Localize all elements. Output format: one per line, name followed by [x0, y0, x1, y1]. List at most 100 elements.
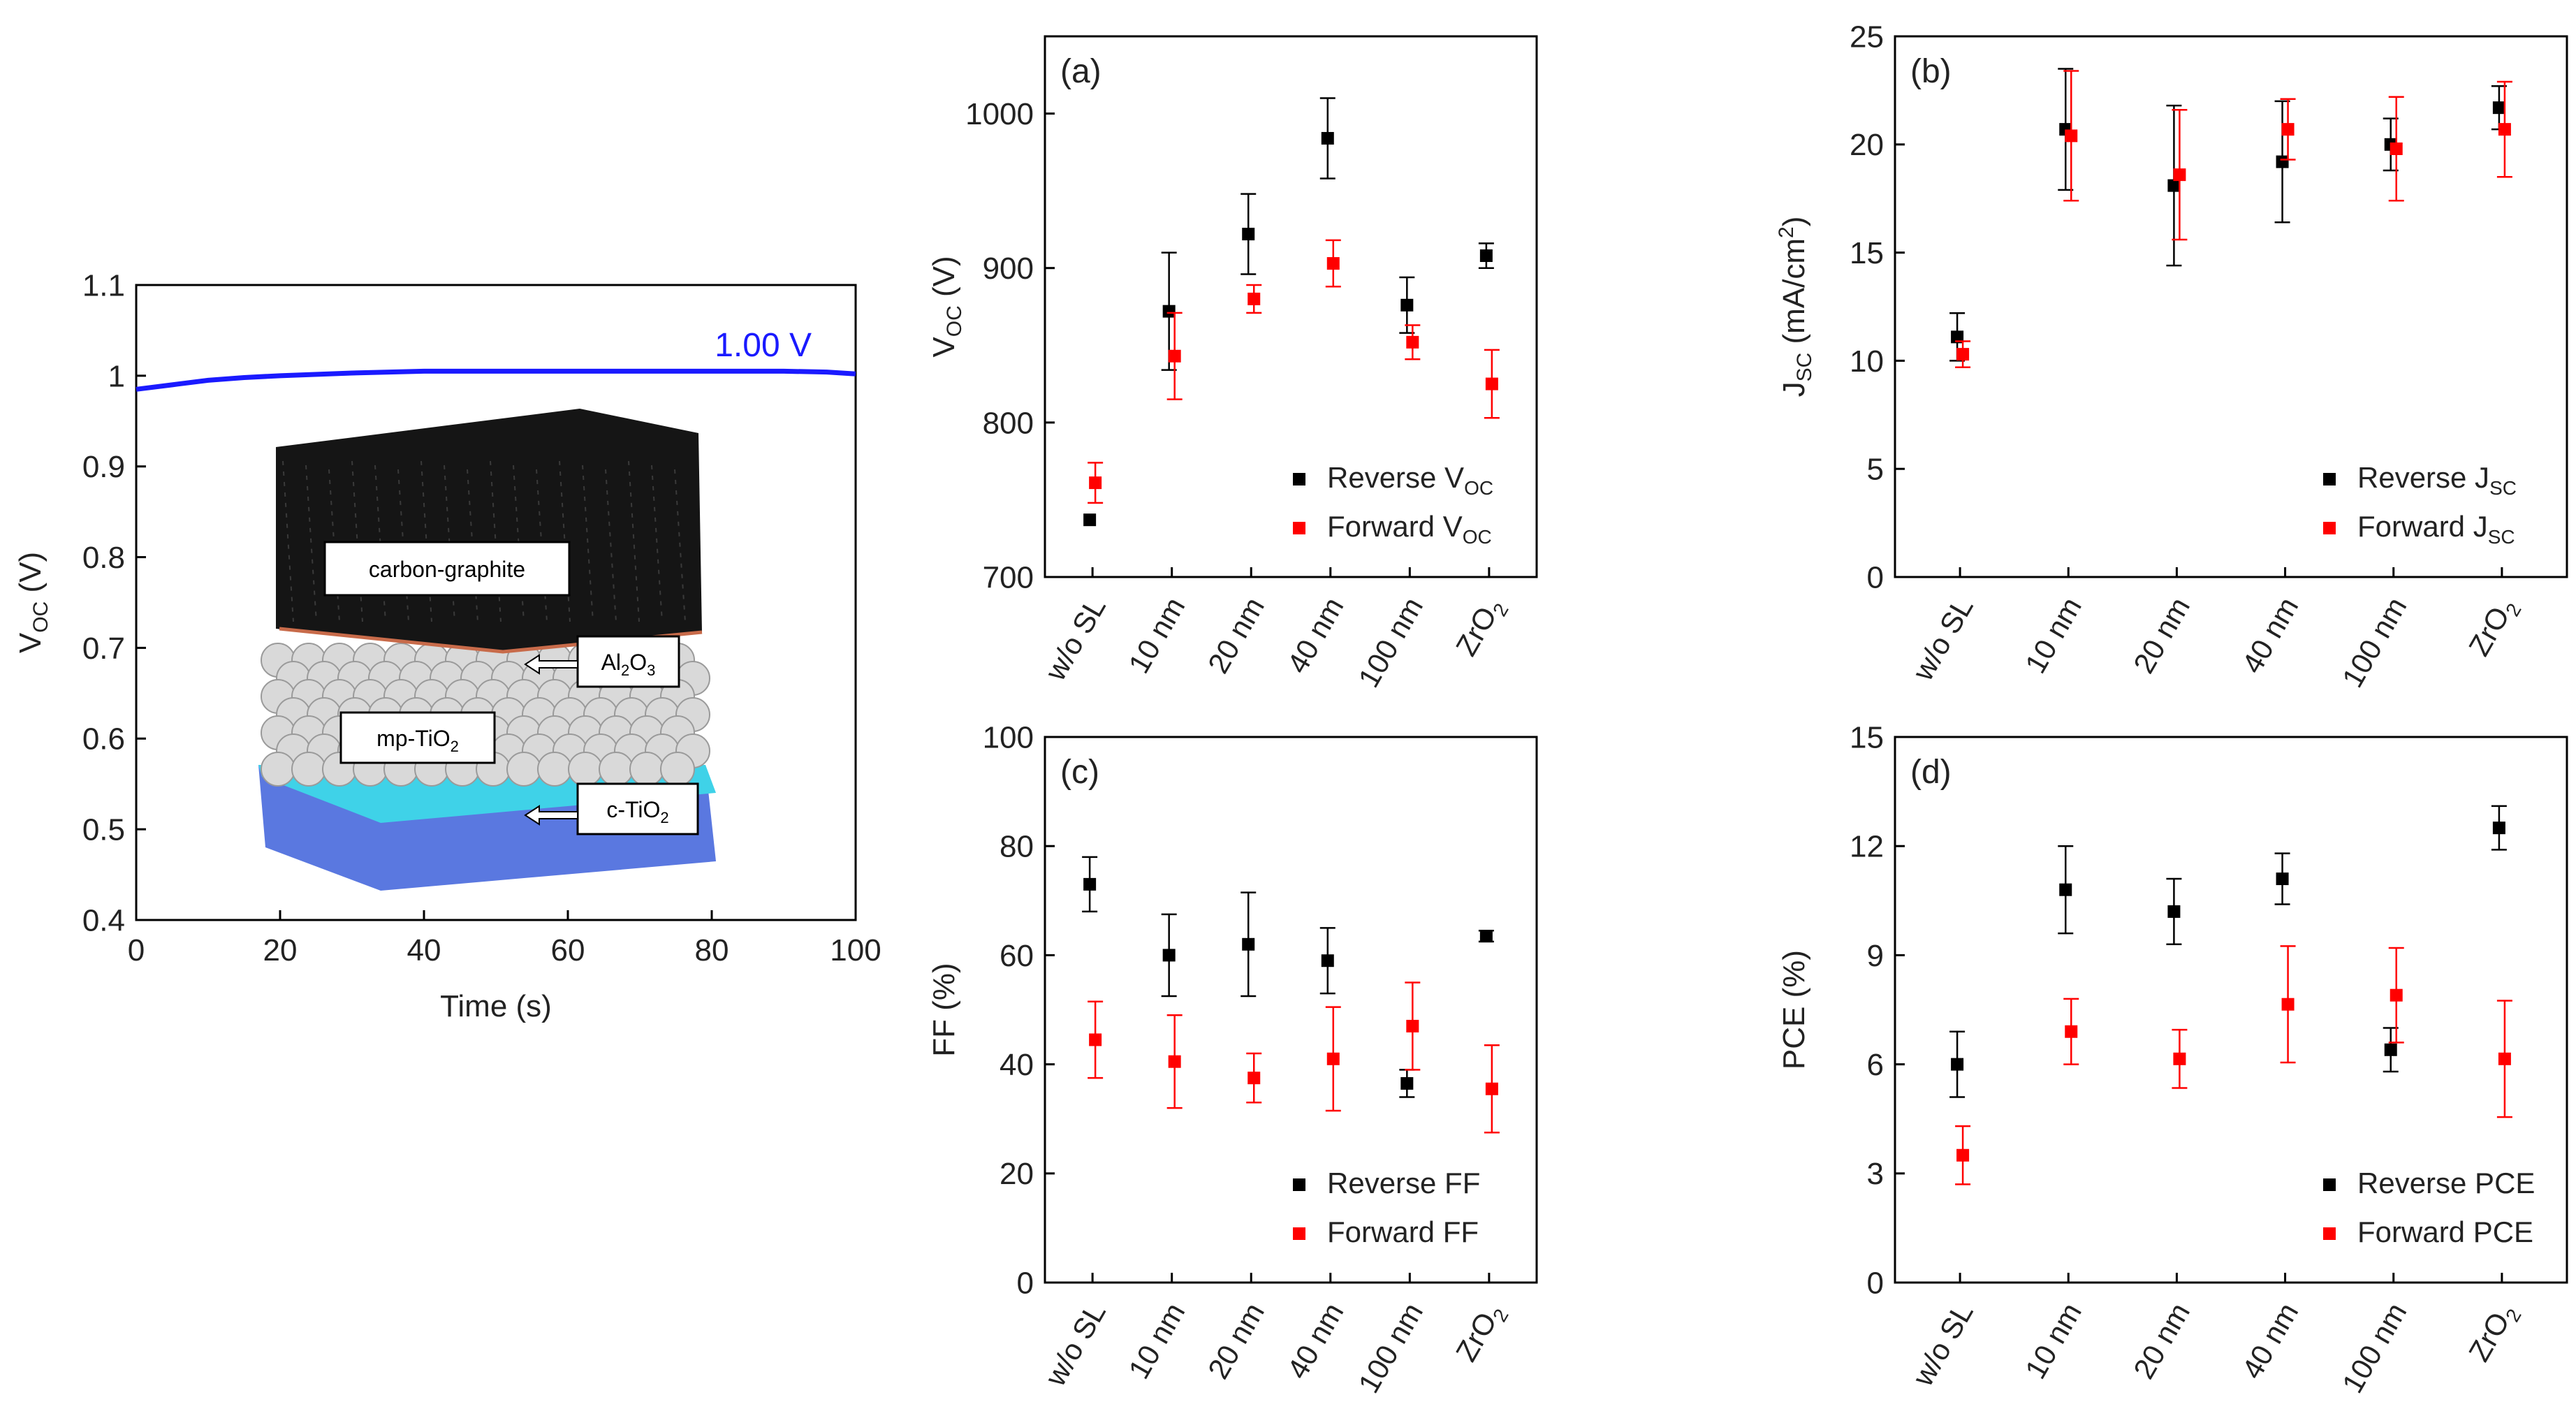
- legend-marker: [1293, 1227, 1305, 1240]
- y-axis-label: FF (%): [927, 963, 961, 1056]
- c-tio2-label-box: [576, 782, 699, 835]
- sphere: [629, 752, 664, 787]
- legend-marker: [1293, 473, 1305, 485]
- data-point: [1485, 1082, 1498, 1095]
- legend-label: Reverse FF: [1327, 1167, 1480, 1199]
- y-tick-label: 0.5: [82, 813, 125, 847]
- data-point: [1083, 513, 1097, 527]
- data-point: [2173, 1052, 2186, 1065]
- al2o3-arrow: [524, 654, 578, 675]
- x-tick-label: ZrO2: [1449, 1297, 1513, 1369]
- x-tick-label: 40 nm: [2235, 592, 2304, 679]
- data-point: [2492, 101, 2505, 115]
- y-tick-label: 0.7: [82, 631, 125, 666]
- plot-frame: [1894, 35, 2568, 578]
- legend-marker: [1293, 1178, 1305, 1191]
- series-forward: [1955, 70, 2512, 368]
- legend-label: Forward FF: [1327, 1215, 1479, 1248]
- panel-label: (a): [1060, 53, 1102, 90]
- carbon-texture: [674, 469, 686, 622]
- sphere: [568, 752, 603, 787]
- data-point: [1400, 298, 1414, 312]
- sphere: [599, 752, 634, 787]
- y-tick-label: 0.6: [82, 722, 125, 757]
- sphere: [660, 752, 695, 787]
- panel-b-chart: 0 5 10 15 20 25 w/o SL 10 nm 20 nm 40 nm 100 nm ZrO…: [1775, 20, 2568, 693]
- x-tick-label: w/o SL: [1039, 1297, 1112, 1392]
- y-tick-label: 5: [1867, 453, 1884, 487]
- x-tick-label: 10 nm: [1122, 592, 1191, 679]
- x-tick-label: 20 nm: [1201, 1297, 1271, 1385]
- y-tick-label: 1.1: [82, 268, 125, 302]
- data-point: [2281, 123, 2295, 136]
- data-point: [2498, 123, 2511, 136]
- data-point: [1479, 930, 1493, 943]
- x-tick-label: 100 nm: [2336, 1297, 2413, 1399]
- legend-marker: [2323, 1227, 2336, 1240]
- legend-marker: [2323, 522, 2336, 534]
- y-tick-label: 25: [1850, 20, 1884, 54]
- x-tick-label: 20 nm: [1201, 592, 1271, 679]
- data-point: [1242, 937, 1255, 951]
- x-tick-label: 10 nm: [1122, 1297, 1191, 1385]
- x-tick-label: w/o SL: [1039, 592, 1112, 687]
- data-point: [1326, 257, 1340, 270]
- series-forward: [1088, 239, 1500, 504]
- carbon-graphite-label: carbon-graphite: [369, 557, 525, 582]
- y-tick-label: 100: [983, 720, 1034, 754]
- data-point: [2492, 822, 2505, 835]
- voc-time-chart: 0.4 0.5 0.6 0.7 0.8 0.9 1 1.1 0 20 40 60 80 100 Time (…: [13, 268, 881, 1023]
- mp-tio2-label: mp-TiO2: [376, 726, 459, 755]
- legend-label: Forward JSC: [2357, 510, 2515, 548]
- series-forward: [1088, 981, 1500, 1134]
- data-point: [1406, 335, 1419, 349]
- data-point: [1089, 476, 1102, 490]
- data-point: [1247, 292, 1261, 305]
- series-reverse: [1949, 805, 2507, 1098]
- legend-label: Reverse JSC: [2357, 461, 2517, 499]
- legend-marker: [2323, 473, 2336, 485]
- device-inset: carbon-graphite Al2O3 mp-TiO2 c-TiO2: [258, 409, 716, 891]
- y-tick-label: 1: [108, 359, 125, 393]
- x-tick-label: 20 nm: [2127, 1297, 2196, 1385]
- data-point: [1951, 330, 1964, 344]
- y-tick-label: 1000: [965, 97, 1034, 131]
- y-tick-label: 10: [1850, 344, 1884, 379]
- c-tio2-label: c-TiO2: [606, 797, 668, 826]
- y-tick-label: 12: [1850, 830, 1884, 864]
- data-point: [1168, 1055, 1181, 1068]
- data-point: [1321, 954, 1334, 967]
- x-tick-label: w/o SL: [1905, 592, 1979, 687]
- x-tick-label: 100 nm: [1352, 1297, 1429, 1399]
- x-tick-label: 40: [407, 933, 441, 967]
- x-tick-label: 0: [128, 933, 145, 967]
- data-point: [2059, 883, 2072, 896]
- voc-value-annotation: 1.00 V: [715, 327, 812, 364]
- data-point: [2276, 155, 2289, 168]
- data-point: [1247, 1072, 1261, 1085]
- y-axis-label: VOC (V): [927, 256, 966, 357]
- data-point: [1485, 377, 1498, 390]
- legend-label: Reverse PCE: [2357, 1167, 2535, 1199]
- legend-marker: [2323, 1178, 2336, 1191]
- plot-frame: [1044, 736, 1538, 1284]
- x-tick-label: 40 nm: [1280, 1297, 1349, 1385]
- panel-a-chart: 700 800 900 1000 w/o SL 10 nm 20 nm 40 nm 100 nm…: [927, 35, 1538, 693]
- y-axis-label: JSC (mA/cm2): [1775, 217, 1816, 397]
- y-axis-label: PCE (%): [1777, 950, 1811, 1069]
- x-tick-label: 80: [695, 933, 729, 967]
- x-tick-label: w/o SL: [1905, 1297, 1979, 1392]
- data-point: [1956, 1148, 1970, 1162]
- plot-frame: [135, 284, 857, 921]
- y-tick-label: 9: [1867, 939, 1884, 973]
- sphere: [291, 752, 326, 787]
- mp-tio2-label-box: [339, 711, 496, 764]
- legend-label: Reverse VOC: [1327, 461, 1493, 499]
- x-tick-label: ZrO2: [2462, 1297, 2526, 1369]
- y-tick-label: 0.9: [82, 450, 125, 484]
- data-point: [1326, 1052, 1340, 1065]
- y-tick-label: 0.4: [82, 903, 125, 937]
- carbon-texture: [605, 469, 617, 622]
- x-tick-label: 20 nm: [2127, 592, 2196, 679]
- carbon-graphite-block: [276, 409, 702, 653]
